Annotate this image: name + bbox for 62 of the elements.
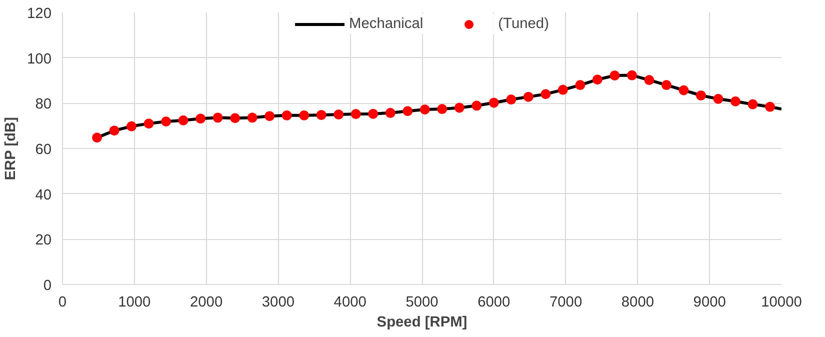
legend-label: (Tuned) [498,16,549,32]
point [488,98,499,108]
point [299,110,310,120]
point [144,118,154,129]
point [610,70,620,81]
x-tick-label: 5000 [406,294,438,310]
point [420,104,430,115]
y-tick-label: 80 [35,96,52,113]
x-tick-label: 10000 [761,294,802,310]
x-tick-label: 9000 [693,294,726,310]
point [350,109,361,120]
point [230,113,240,124]
point [109,126,120,136]
x-tick-label: 2000 [190,294,223,310]
point [696,90,706,100]
point [454,102,464,113]
point [402,106,413,116]
point [196,114,206,124]
point [626,70,637,80]
point [178,115,188,126]
x-tick-label: 0 [58,294,67,310]
y-tick-label: 0 [43,278,52,294]
y-tick-label: 20 [35,232,52,249]
point [748,99,758,110]
point [575,80,586,90]
point [264,111,275,122]
point [644,75,654,86]
point [540,89,551,100]
point [661,80,672,90]
x-tick-label: 1000 [118,294,151,310]
y-axis-title: ERP [dB] [3,116,20,180]
point [472,100,482,111]
point [592,74,602,85]
point [730,96,740,106]
point [713,94,724,104]
point [92,132,102,143]
x-tick-label: 3000 [262,294,295,310]
point [334,110,344,120]
y-tick-label: 60 [35,142,52,158]
point [126,121,137,132]
y-tick-label: 40 [35,187,52,204]
y-tick-label: 120 [27,6,52,22]
x-tick-label: 7000 [550,294,582,310]
point [678,85,689,96]
point [212,112,223,123]
point [385,108,396,118]
point [368,108,378,119]
x-tick-label: 8000 [621,294,654,310]
point [437,104,448,114]
point [506,94,516,105]
point [161,116,172,127]
point [764,102,775,112]
y-tick-label: 100 [27,51,52,68]
x-axis-title: Speed [RPM] [376,314,468,330]
point [523,92,534,102]
legend-label: Mechanical [349,16,424,32]
point [247,112,258,123]
point [558,84,568,95]
point [282,110,292,120]
x-tick-label: 4000 [334,294,366,310]
x-tick-label: 6000 [478,294,510,310]
point [316,110,326,120]
